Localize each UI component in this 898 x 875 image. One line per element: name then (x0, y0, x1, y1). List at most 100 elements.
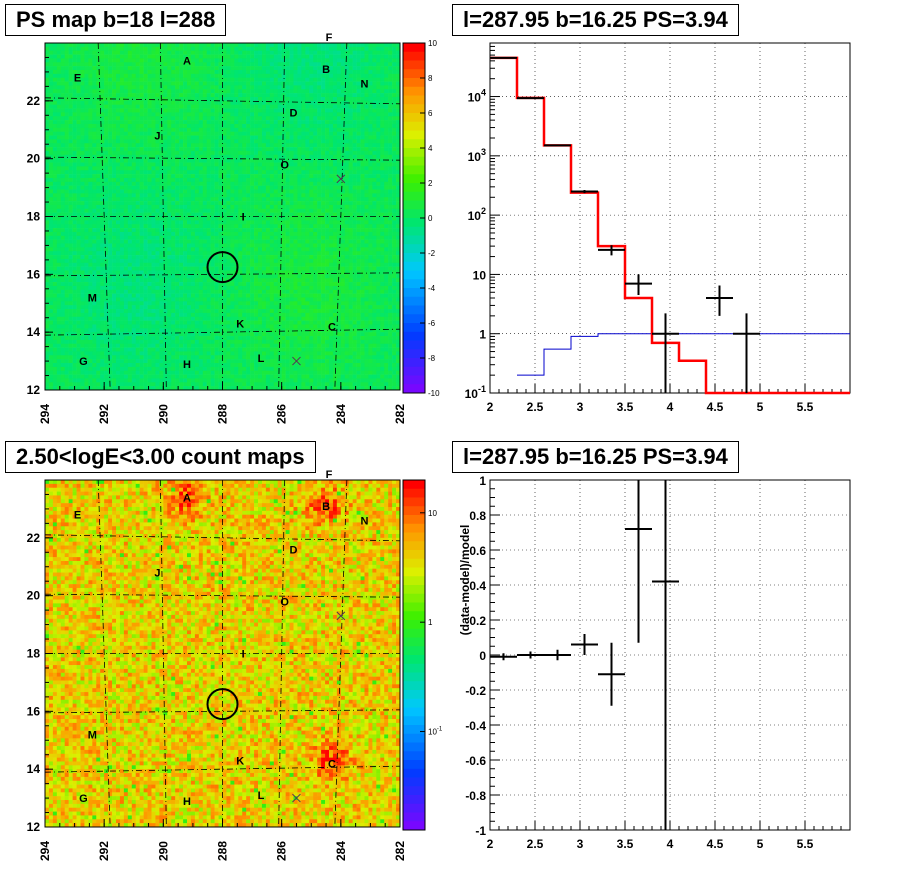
psmap-coord-grid (44, 42, 401, 391)
source-label-F: F (326, 32, 333, 44)
source-label-N: N (361, 78, 369, 90)
psmap-title: PS map b=18 l=288 (5, 4, 227, 36)
y-tick-label: 12 (27, 820, 41, 834)
source-label-A: A (183, 55, 191, 67)
source-label-F: F (326, 469, 333, 481)
colorbar-tick-label: -2 (428, 249, 436, 258)
data-point-errorbar (598, 245, 625, 256)
colorbar-tick-label: 4 (428, 144, 433, 153)
residual-point-errorbar (517, 651, 544, 659)
residual-point-errorbar (598, 642, 625, 706)
x-tick-label: 5 (757, 400, 764, 414)
x-tick-label: 286 (275, 841, 289, 861)
colorbar-tick-label: 6 (428, 109, 433, 118)
x-tick-label: 284 (334, 841, 348, 861)
y-tick-label: 14 (27, 762, 41, 776)
source-label-E: E (74, 73, 81, 85)
x-tick-label: 282 (393, 404, 407, 424)
x-tick-label: 4 (667, 400, 674, 414)
data-point-errorbar (733, 313, 760, 393)
residual-y-grid (490, 514, 850, 796)
y-tick-label: -0.2 (465, 684, 486, 698)
data-point-errorbar (490, 56, 517, 59)
y-tick-label: 20 (27, 589, 41, 603)
y-tick-label: 16 (27, 704, 41, 718)
x-tick-label: 292 (97, 404, 111, 424)
spectrum-grid (534, 43, 806, 393)
colorbar-tick-label: 0 (428, 214, 433, 223)
y-tick-label: 0 (479, 649, 486, 663)
background-model-line (517, 333, 850, 376)
x-tick-label: 294 (38, 841, 52, 861)
source-circle (206, 688, 239, 721)
source-label-I: I (242, 212, 245, 224)
y-tick-label: 16 (27, 267, 41, 281)
y-tick-label: 0.4 (469, 579, 486, 593)
colorbar-tick-label: 2 (428, 179, 433, 188)
cross-marker (336, 611, 346, 621)
source-label-K: K (236, 318, 244, 330)
x-tick-label: 3.5 (617, 837, 634, 851)
source-label-G: G (79, 356, 88, 368)
x-tick-label: 288 (216, 404, 230, 424)
colorbar-tick-label: 10 (428, 39, 437, 48)
x-tick-label: 4.5 (707, 400, 724, 414)
x-tick-label: 290 (156, 841, 170, 861)
psmap-colorbar (403, 43, 425, 394)
source-label-L: L (258, 790, 265, 802)
y-tick-label: 1 (479, 474, 486, 488)
skymap-psmap (45, 43, 401, 391)
y-tick-label: 0.2 (469, 614, 486, 628)
x-tick-label: 288 (216, 841, 230, 861)
y-tick-label: 102 (468, 206, 486, 223)
colorbar-tick-label: -10 (428, 389, 440, 398)
colorbar-tick-label: 1 (428, 618, 433, 627)
x-tick-label: 282 (393, 841, 407, 861)
source-label-K: K (236, 755, 244, 767)
x-tick-label: 5.5 (797, 400, 814, 414)
cross-marker (292, 356, 301, 366)
data-point-errorbar (625, 274, 652, 295)
source-label-C: C (328, 758, 336, 770)
y-tick-label: 103 (468, 147, 486, 164)
x-tick-label: 3 (577, 400, 584, 414)
x-tick-label: 286 (275, 404, 289, 424)
cross-marker (292, 793, 301, 803)
source-label-H: H (183, 796, 191, 808)
countmap-title: 2.50<logE<3.00 count maps (5, 441, 316, 473)
residual-point-errorbar (652, 480, 679, 830)
source-label-H: H (183, 359, 191, 371)
y-tick-label: 0.8 (469, 509, 486, 523)
x-tick-label: 4.5 (707, 837, 724, 851)
x-tick-label: 3.5 (617, 400, 634, 414)
residual-point-errorbar (544, 649, 571, 661)
source-label-I: I (242, 649, 245, 661)
x-tick-label: 3 (577, 837, 584, 851)
y-tick-label: 18 (27, 210, 41, 224)
countmap-coord-grid (44, 479, 401, 828)
countmap-colorbar (403, 480, 425, 831)
x-tick-label: 2.5 (527, 837, 544, 851)
y-tick-label: -0.4 (465, 719, 486, 733)
source-label-N: N (361, 515, 369, 527)
source-label-B: B (322, 501, 330, 513)
x-tick-label: 5 (757, 837, 764, 851)
y-tick-label: 10 (473, 268, 487, 282)
countmap-colorbar-frame (402, 479, 426, 831)
data-point-errorbar (652, 313, 679, 393)
source-label-E: E (74, 510, 81, 522)
colorbar-tick-label: 10 (428, 509, 437, 518)
y-tick-label: 20 (27, 152, 41, 166)
source-label-M: M (88, 729, 97, 741)
y-tick-label: 104 (468, 88, 486, 105)
y-tick-label: 0.6 (469, 544, 486, 558)
y-tick-label: 18 (27, 647, 41, 661)
y-tick-label: 22 (27, 531, 41, 545)
x-tick-label: 294 (38, 404, 52, 424)
data-point-errorbar (544, 144, 571, 147)
colorbar-tick-label: -4 (428, 284, 436, 293)
data-point-errorbar (517, 97, 544, 100)
y-tick-label: -1 (475, 824, 486, 838)
x-tick-label: 290 (156, 404, 170, 424)
source-label-O: O (280, 596, 289, 608)
